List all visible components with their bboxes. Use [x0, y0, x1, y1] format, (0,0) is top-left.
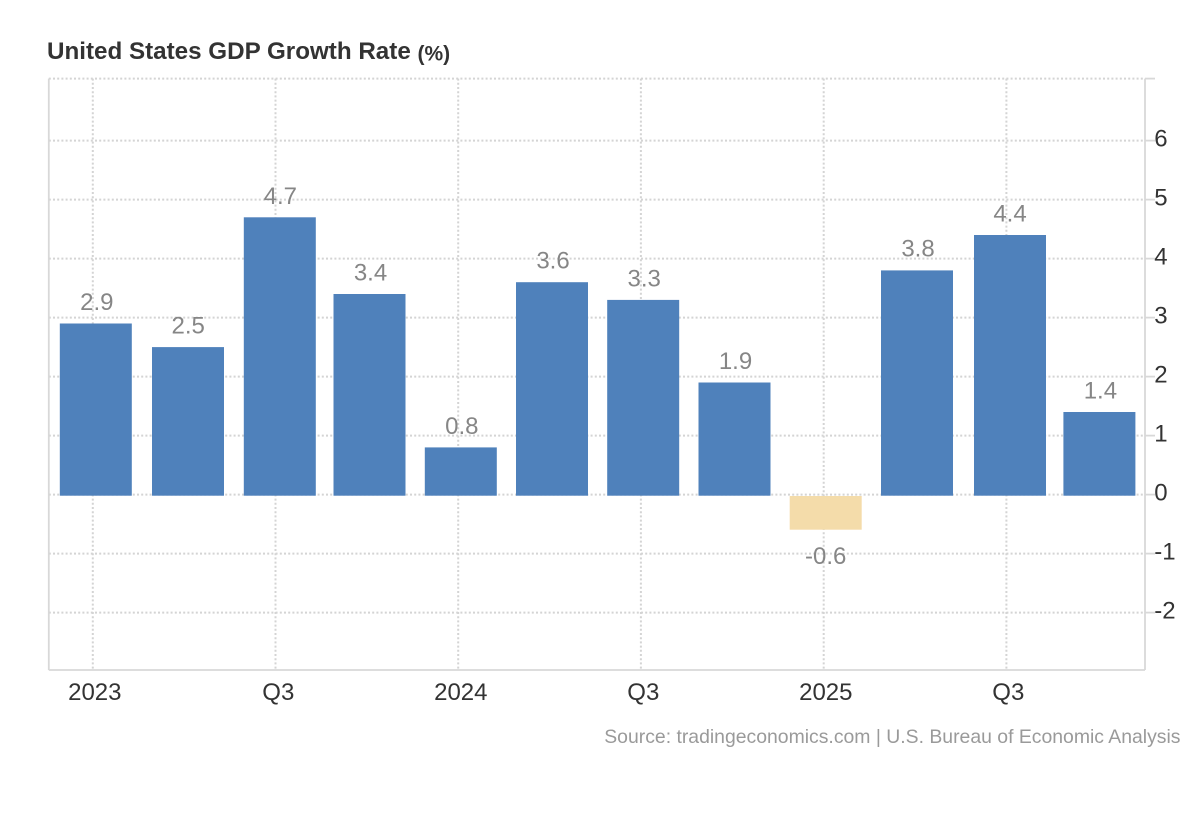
svg-text:1.9: 1.9	[719, 348, 752, 375]
svg-text:1: 1	[1154, 420, 1167, 447]
svg-text:United States GDP Growth Rate: United States GDP Growth Rate (%)	[47, 38, 450, 66]
svg-text:2023: 2023	[68, 679, 121, 706]
svg-text:-2: -2	[1154, 597, 1175, 624]
svg-text:5: 5	[1154, 184, 1167, 211]
svg-text:2024: 2024	[434, 679, 487, 706]
svg-text:-1: -1	[1154, 538, 1175, 565]
svg-text:0: 0	[1154, 479, 1167, 506]
svg-text:Q3: Q3	[627, 679, 659, 706]
svg-text:6: 6	[1154, 125, 1167, 152]
svg-text:0.8: 0.8	[445, 413, 478, 440]
svg-text:1.4: 1.4	[1084, 378, 1117, 405]
svg-text:3.8: 3.8	[901, 235, 934, 262]
svg-text:4.7: 4.7	[264, 183, 297, 210]
svg-text:3: 3	[1154, 302, 1167, 329]
svg-text:2.5: 2.5	[172, 313, 205, 340]
svg-text:3.6: 3.6	[536, 248, 569, 275]
svg-text:2.9: 2.9	[80, 289, 113, 316]
svg-text:Source: tradingeconomics.com |: Source: tradingeconomics.com | U.S. Bure…	[604, 726, 1180, 748]
svg-text:3.4: 3.4	[354, 260, 387, 287]
svg-text:Q3: Q3	[992, 679, 1024, 706]
svg-text:-0.6: -0.6	[805, 543, 846, 570]
svg-text:Q3: Q3	[262, 679, 294, 706]
svg-text:4.4: 4.4	[993, 201, 1026, 228]
svg-text:3.3: 3.3	[628, 265, 661, 292]
svg-text:4: 4	[1154, 243, 1167, 270]
svg-text:2025: 2025	[799, 679, 852, 706]
svg-text:2: 2	[1154, 361, 1167, 388]
